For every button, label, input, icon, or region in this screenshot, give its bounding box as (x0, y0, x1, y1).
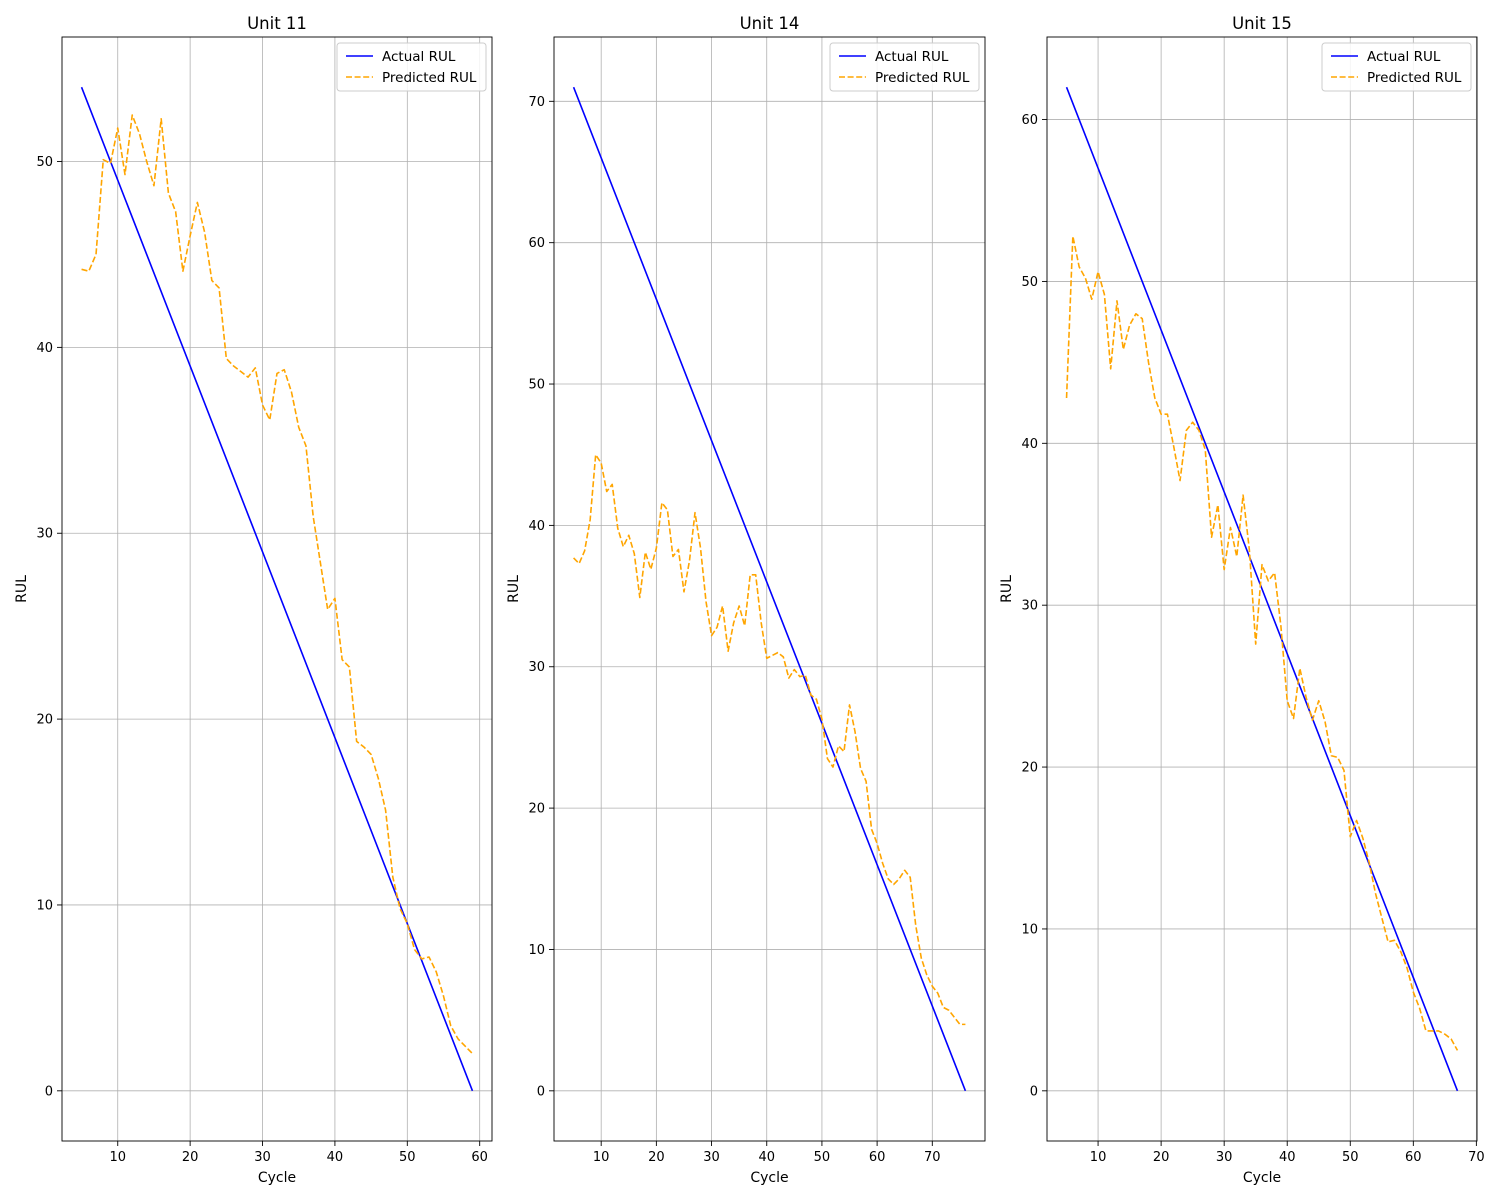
legend-label: Predicted RUL (1367, 70, 1462, 86)
y-tick-label: 10 (1021, 922, 1038, 937)
y-tick-label: 20 (1021, 761, 1038, 776)
legend: Actual RUL Predicted RUL (1321, 42, 1472, 92)
y-tick-label: 40 (1021, 437, 1038, 452)
x-tick-label: 70 (924, 1150, 941, 1165)
y-tick-label: 50 (528, 378, 545, 393)
y-tick-label: 40 (36, 341, 53, 356)
x-tick-label: 50 (814, 1150, 831, 1165)
subplot-2: 10 20 30 40 50 60 70 0 10 20 30 40 50 60 70 Unit 14 Cycl… (506, 14, 986, 1186)
legend-label: Actual RUL (382, 49, 456, 65)
y-tick-label: 0 (537, 1084, 545, 1099)
plot-frame (553, 36, 986, 1142)
x-tick-label: 20 (182, 1150, 199, 1165)
legend: Actual RUL Predicted RUL (336, 42, 487, 92)
x-axis-label: Cycle (750, 1170, 788, 1186)
x-tick-label: 40 (758, 1150, 775, 1165)
series-line-predicted-rul (1065, 235, 1459, 1051)
y-tick-label: 0 (1030, 1084, 1038, 1099)
legend: Actual RUL Predicted RUL (829, 42, 980, 92)
x-tick-label: 50 (1342, 1150, 1359, 1165)
legend-label: Predicted RUL (382, 70, 477, 86)
series-line-actual-rul (572, 86, 967, 1092)
y-tick-label: 50 (1021, 275, 1038, 290)
plot-frame (1046, 36, 1478, 1142)
x-tick-label: 20 (648, 1150, 665, 1165)
subplot-3: 10 20 30 40 50 60 70 0 10 20 30 40 50 60 Unit 15 Cycle R… (999, 14, 1485, 1186)
subplot-title: Unit 11 (247, 14, 307, 33)
x-tick-label: 30 (703, 1150, 720, 1165)
y-tick-label: 0 (45, 1084, 53, 1099)
x-tick-label: 60 (869, 1150, 886, 1165)
subplot-title: Unit 14 (740, 14, 800, 33)
legend-label: Actual RUL (875, 49, 949, 65)
series-line-actual-rul (1065, 86, 1459, 1092)
y-tick-label: 40 (528, 519, 545, 534)
x-tick-label: 60 (1405, 1150, 1422, 1165)
y-tick-label: 30 (36, 527, 53, 542)
x-tick-label: 40 (327, 1150, 344, 1165)
x-tick-label: 10 (1090, 1150, 1107, 1165)
y-tick-label: 10 (528, 943, 545, 958)
legend-label: Actual RUL (1367, 49, 1441, 65)
x-tick-label: 60 (471, 1150, 488, 1165)
y-tick-label: 70 (528, 95, 545, 110)
series-line-predicted-rul (81, 114, 474, 1055)
x-axis-label: Cycle (1243, 1170, 1281, 1186)
series-line-predicted-rul (573, 453, 966, 1026)
y-tick-label: 60 (1021, 113, 1038, 128)
x-tick-label: 10 (593, 1150, 610, 1165)
x-tick-label: 30 (1216, 1150, 1233, 1165)
series-line-actual-rul (80, 86, 474, 1092)
y-tick-label: 20 (36, 713, 53, 728)
legend-box (336, 42, 487, 92)
plot-frame (61, 36, 493, 1142)
y-tick-label: 60 (528, 236, 545, 251)
y-axis-label: RUL (14, 575, 30, 603)
y-tick-label: 10 (36, 898, 53, 913)
y-axis-label: RUL (999, 575, 1015, 603)
x-tick-label: 20 (1153, 1150, 1170, 1165)
x-tick-label: 10 (109, 1150, 126, 1165)
y-tick-label: 50 (36, 155, 53, 170)
y-axis-label: RUL (506, 575, 522, 603)
x-tick-label: 40 (1279, 1150, 1296, 1165)
legend-label: Predicted RUL (875, 70, 970, 86)
legend-box (829, 42, 980, 92)
x-axis-label: Cycle (258, 1170, 296, 1186)
y-tick-label: 30 (1021, 599, 1038, 614)
subplot-1: 10 20 30 40 50 60 0 10 20 30 40 50 Unit 11 Cycle RUL Ac… (14, 14, 493, 1186)
x-tick-label: 30 (254, 1150, 271, 1165)
legend-box (1321, 42, 1472, 92)
y-tick-label: 30 (528, 660, 545, 675)
y-tick-label: 20 (528, 802, 545, 817)
subplot-title: Unit 15 (1232, 14, 1292, 33)
x-tick-label: 50 (399, 1150, 416, 1165)
x-tick-label: 70 (1468, 1150, 1485, 1165)
